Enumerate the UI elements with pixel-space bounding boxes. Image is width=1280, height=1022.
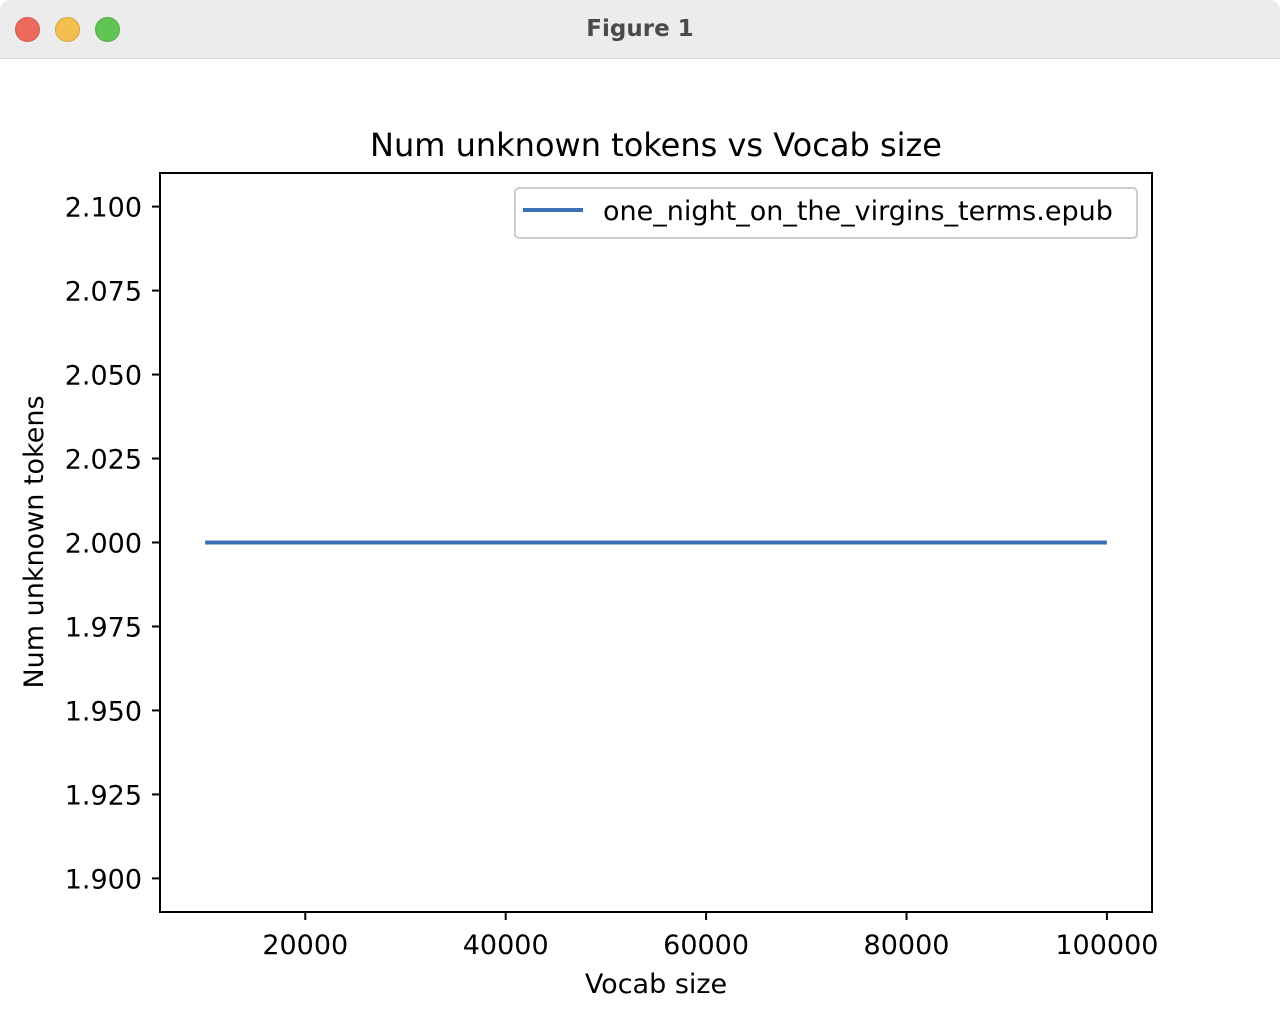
- title-bar[interactable]: Figure 1: [0, 0, 1280, 59]
- x-tick-label: 60000: [663, 930, 749, 961]
- y-tick-label: 1.900: [65, 864, 142, 895]
- chart-title: Num unknown tokens vs Vocab size: [370, 126, 942, 164]
- legend-box: [514, 187, 1138, 239]
- x-tick-label: 40000: [463, 930, 549, 961]
- legend-label: one_night_on_the_virgins_terms.epub: [603, 196, 1113, 227]
- y-tick-label: 2.025: [65, 445, 142, 476]
- line-chart: Num unknown tokens vs Vocab size 20000 40…: [19, 126, 1158, 1000]
- zoom-window-button[interactable]: [95, 17, 120, 42]
- y-axis-label: Num unknown tokens: [19, 395, 50, 688]
- minimize-window-button[interactable]: [55, 17, 80, 42]
- x-tick-label: 20000: [262, 930, 348, 961]
- y-tick-label: 1.950: [65, 696, 142, 727]
- y-tick-label: 1.975: [65, 612, 142, 643]
- window-title: Figure 1: [586, 16, 694, 42]
- x-axis: 20000 40000 60000 80000 100000: [262, 912, 1158, 961]
- x-tick-label: 100000: [1055, 930, 1158, 961]
- y-tick-label: 2.100: [65, 193, 142, 224]
- legend: one_night_on_the_virgins_terms.epub: [514, 187, 1138, 239]
- y-tick-label: 1.925: [65, 780, 142, 811]
- x-axis-label: Vocab size: [585, 969, 727, 1000]
- y-tick-label: 2.075: [65, 277, 142, 308]
- x-tick-label: 80000: [864, 930, 950, 961]
- y-tick-label: 2.050: [65, 361, 142, 392]
- close-window-button[interactable]: [15, 17, 40, 42]
- y-axis: 1.900 1.925 1.950 1.975 2.000 2.025 2.050 2.075…: [65, 193, 160, 895]
- y-tick-label: 2.000: [65, 529, 142, 560]
- figure-canvas: Num unknown tokens vs Vocab size 20000 40…: [0, 59, 1280, 1018]
